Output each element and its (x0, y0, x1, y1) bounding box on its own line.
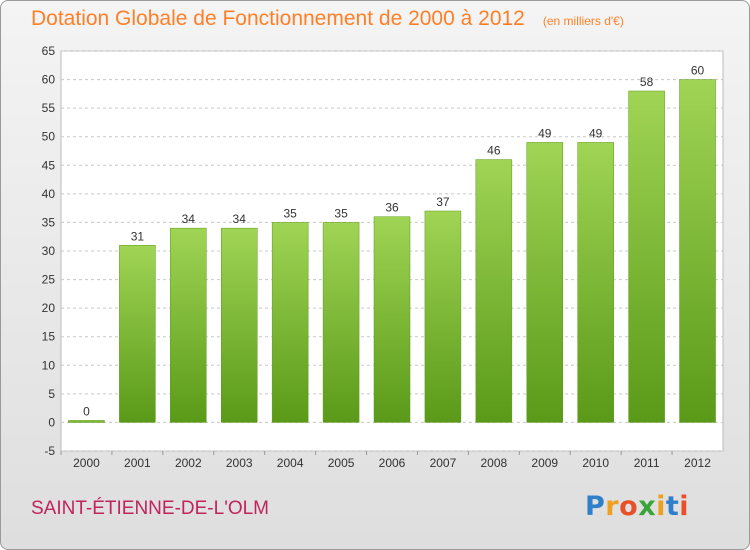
y-tick-label: 50 (42, 130, 56, 144)
data-label: 34 (182, 212, 196, 226)
bar (526, 142, 564, 423)
data-label: 0 (83, 404, 90, 418)
bar (170, 227, 207, 423)
y-tick-label: 45 (42, 158, 56, 172)
logo-letter: i (679, 491, 690, 522)
y-tick-label: 40 (42, 187, 56, 201)
data-label: 31 (131, 229, 145, 243)
x-tick-label: 2003 (226, 456, 253, 470)
y-tick-label: 35 (42, 215, 56, 229)
x-tick-label: 2004 (277, 456, 304, 470)
logo-letter: i (656, 491, 666, 522)
x-tick-label: 2001 (124, 456, 151, 470)
bar (424, 210, 462, 423)
data-label: 49 (589, 126, 603, 140)
x-tick-label: 2002 (175, 456, 202, 470)
logo-letter: P (585, 491, 606, 522)
chart-title: Dotation Globale de Fonctionnement de 20… (31, 7, 525, 30)
y-tick-label: 65 (42, 44, 56, 58)
x-tick-label: 2012 (684, 456, 711, 470)
x-tick-label: 2011 (634, 456, 660, 470)
x-tick-label: 2000 (73, 456, 100, 470)
title-row: Dotation Globale de Fonctionnement de 20… (31, 7, 624, 31)
bar (220, 227, 258, 423)
y-tick-label: 25 (42, 273, 56, 287)
proxiti-logo: Proxiti (585, 491, 689, 522)
data-label: 58 (640, 75, 654, 89)
y-tick-label: 20 (42, 301, 56, 315)
bar (373, 216, 411, 423)
x-tick-label: 2010 (582, 456, 609, 470)
x-tick-label: 2007 (430, 456, 457, 470)
bar (119, 245, 156, 423)
bar (475, 159, 513, 423)
bar (68, 420, 105, 423)
data-label: 37 (436, 195, 450, 209)
bars (68, 79, 716, 423)
y-tick-label: 0 (48, 415, 55, 429)
logo-letter: r (605, 491, 620, 522)
chart-unit: (en milliers d'€) (542, 14, 624, 28)
data-label: 36 (385, 201, 399, 215)
x-tick-label: 2005 (328, 456, 355, 470)
data-label: 35 (283, 206, 297, 220)
data-label: 46 (487, 144, 501, 158)
bar (271, 222, 309, 423)
data-label: 49 (538, 126, 552, 140)
data-label: 60 (691, 64, 705, 78)
logo-letter: t (665, 491, 680, 522)
data-label: 35 (334, 206, 348, 220)
y-tick-label: 15 (42, 330, 56, 344)
y-tick-label: 30 (42, 244, 56, 258)
commune-name: SAINT-ÉTIENNE-DE-L'OLM (31, 498, 269, 519)
x-tick-label: 2006 (379, 456, 406, 470)
x-tick-label: 2009 (531, 456, 558, 470)
y-axis-ticks: -5 0 5 10 15 20 25 30 35 40 45 50 55 60 65 (42, 44, 56, 458)
logo-letter: x (638, 491, 657, 522)
bar (322, 222, 360, 423)
y-tick-label: 60 (42, 73, 56, 87)
y-tick-label: 10 (42, 358, 56, 372)
bar (679, 79, 716, 423)
bar (628, 90, 665, 423)
data-label: 34 (233, 212, 247, 226)
y-tick-label: 55 (42, 101, 56, 115)
data-labels: 0 31 34 34 35 35 36 37 46 49 49 58 60 (83, 64, 704, 419)
x-tick-label: 2008 (480, 456, 507, 470)
y-tick-label: -5 (44, 444, 55, 458)
logo-letter: o (619, 491, 639, 522)
bar (577, 142, 614, 423)
y-tick-label: 5 (48, 387, 55, 401)
x-axis-ticks: 2000 2001 2002 2003 2004 2005 2006 2007 2008 2009… (60, 451, 711, 470)
